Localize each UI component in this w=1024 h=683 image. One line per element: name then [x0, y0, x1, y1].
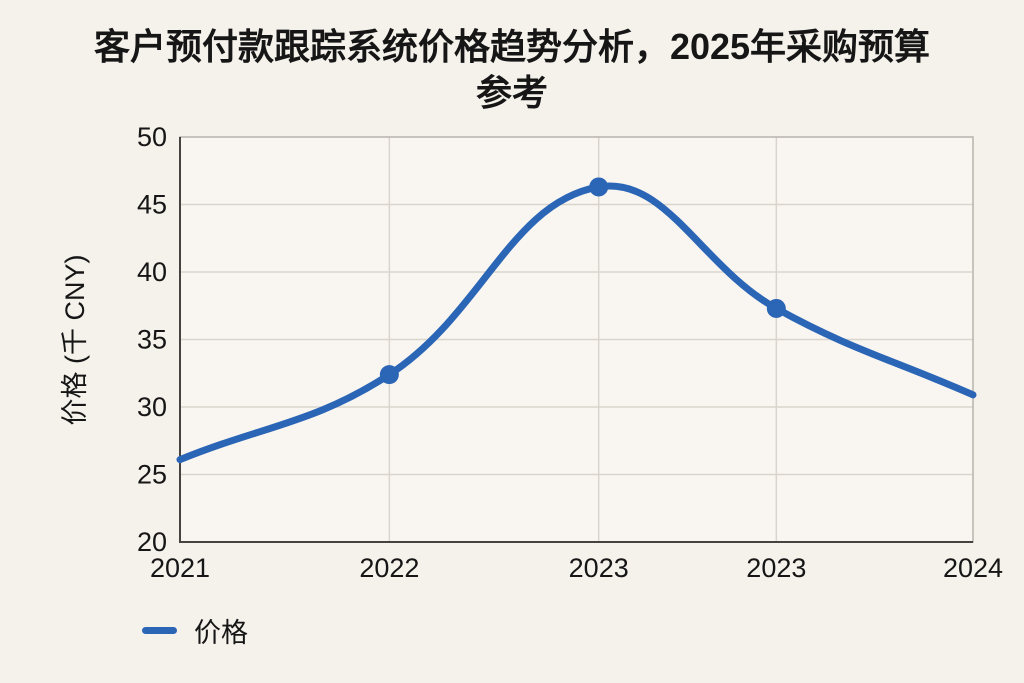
plot-area [179, 136, 974, 543]
axis-ticks: 20 25 30 35 40 45 50 2021 2022 2023 2023 2024 [137, 122, 1003, 583]
data-point-marker [766, 298, 786, 318]
y-tick-label: 20 [137, 527, 167, 557]
chart-title: 客户预付款跟踪系统价格趋势分析，2025年采购预算参考 [93, 26, 931, 114]
y-tick-label: 40 [137, 257, 167, 287]
data-point-marker [589, 177, 609, 197]
x-tick-label: 2023 [746, 553, 806, 583]
x-tick-label: 2022 [359, 553, 419, 583]
x-tick-label: 2024 [943, 553, 1003, 583]
y-tick-label: 45 [137, 190, 167, 220]
x-tick-label: 2023 [569, 553, 629, 583]
y-tick-label: 50 [137, 122, 167, 152]
price-series [176, 177, 977, 464]
legend-line-swatch [142, 627, 177, 634]
data-point-marker [379, 365, 399, 385]
y-tick-label: 30 [137, 392, 167, 422]
y-axis-title: 价格 (千 CNY) [60, 255, 90, 426]
legend-label: 价格 [194, 618, 248, 648]
x-tick-label: 2021 [150, 553, 210, 583]
y-tick-label: 25 [137, 460, 167, 490]
legend: 价格 [142, 611, 248, 650]
y-tick-label: 35 [137, 325, 167, 355]
